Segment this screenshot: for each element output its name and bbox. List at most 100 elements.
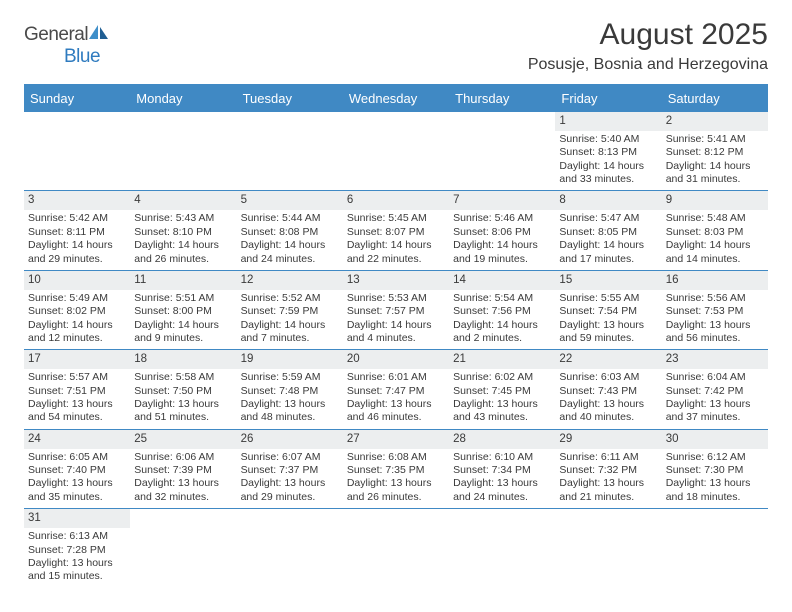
day-number: 8 xyxy=(555,191,661,210)
sunrise-text: Sunrise: 5:45 AM xyxy=(347,212,445,225)
sunrise-text: Sunrise: 5:43 AM xyxy=(134,212,232,225)
sunset-text: Sunset: 7:50 PM xyxy=(134,385,232,398)
day-info: Sunrise: 5:52 AMSunset: 7:59 PMDaylight:… xyxy=(237,290,343,350)
sunset-text: Sunset: 7:34 PM xyxy=(453,464,551,477)
weekday-sun: Sunday xyxy=(24,86,130,112)
day-info: Sunrise: 6:11 AMSunset: 7:32 PMDaylight:… xyxy=(555,449,661,509)
sunset-text: Sunset: 7:48 PM xyxy=(241,385,339,398)
day-number: 7 xyxy=(449,191,555,210)
empty-cell xyxy=(130,509,236,587)
sunrise-text: Sunrise: 6:06 AM xyxy=(134,451,232,464)
day-cell: 2Sunrise: 5:41 AMSunset: 8:12 PMDaylight… xyxy=(662,112,768,190)
day-number: 26 xyxy=(237,430,343,449)
day-info: Sunrise: 6:07 AMSunset: 7:37 PMDaylight:… xyxy=(237,449,343,509)
daylight-text: Daylight: 14 hours and 22 minutes. xyxy=(347,239,445,266)
sunset-text: Sunset: 7:39 PM xyxy=(134,464,232,477)
day-info: Sunrise: 5:47 AMSunset: 8:05 PMDaylight:… xyxy=(555,210,661,270)
daylight-text: Daylight: 14 hours and 4 minutes. xyxy=(347,319,445,346)
day-cell: 6Sunrise: 5:45 AMSunset: 8:07 PMDaylight… xyxy=(343,191,449,269)
day-cell: 24Sunrise: 6:05 AMSunset: 7:40 PMDayligh… xyxy=(24,430,130,508)
sunset-text: Sunset: 7:51 PM xyxy=(28,385,126,398)
sunrise-text: Sunrise: 6:13 AM xyxy=(28,530,126,543)
day-info: Sunrise: 6:05 AMSunset: 7:40 PMDaylight:… xyxy=(24,449,130,509)
empty-cell xyxy=(343,112,449,190)
day-cell: 18Sunrise: 5:58 AMSunset: 7:50 PMDayligh… xyxy=(130,350,236,428)
day-info: Sunrise: 6:04 AMSunset: 7:42 PMDaylight:… xyxy=(662,369,768,429)
week-row: 10Sunrise: 5:49 AMSunset: 8:02 PMDayligh… xyxy=(24,271,768,350)
day-info: Sunrise: 5:57 AMSunset: 7:51 PMDaylight:… xyxy=(24,369,130,429)
empty-cell xyxy=(449,112,555,190)
day-cell: 1Sunrise: 5:40 AMSunset: 8:13 PMDaylight… xyxy=(555,112,661,190)
daylight-text: Daylight: 13 hours and 48 minutes. xyxy=(241,398,339,425)
sunset-text: Sunset: 8:06 PM xyxy=(453,226,551,239)
day-info: Sunrise: 5:53 AMSunset: 7:57 PMDaylight:… xyxy=(343,290,449,350)
day-cell: 16Sunrise: 5:56 AMSunset: 7:53 PMDayligh… xyxy=(662,271,768,349)
daylight-text: Daylight: 13 hours and 18 minutes. xyxy=(666,477,764,504)
sunset-text: Sunset: 7:47 PM xyxy=(347,385,445,398)
day-cell: 19Sunrise: 5:59 AMSunset: 7:48 PMDayligh… xyxy=(237,350,343,428)
sunset-text: Sunset: 8:03 PM xyxy=(666,226,764,239)
calendar-page: GeneralBlue August 2025 Posusje, Bosnia … xyxy=(0,0,792,588)
day-number: 22 xyxy=(555,350,661,369)
day-cell: 12Sunrise: 5:52 AMSunset: 7:59 PMDayligh… xyxy=(237,271,343,349)
daylight-text: Daylight: 13 hours and 29 minutes. xyxy=(241,477,339,504)
day-number: 18 xyxy=(130,350,236,369)
day-number: 23 xyxy=(662,350,768,369)
day-number: 13 xyxy=(343,271,449,290)
sunset-text: Sunset: 8:00 PM xyxy=(134,305,232,318)
sunset-text: Sunset: 7:32 PM xyxy=(559,464,657,477)
day-number: 28 xyxy=(449,430,555,449)
sunrise-text: Sunrise: 5:42 AM xyxy=(28,212,126,225)
sunrise-text: Sunrise: 5:48 AM xyxy=(666,212,764,225)
weekday-header: Sunday Monday Tuesday Wednesday Thursday… xyxy=(24,86,768,112)
weekday-sat: Saturday xyxy=(662,86,768,112)
sunrise-text: Sunrise: 5:55 AM xyxy=(559,292,657,305)
day-number: 4 xyxy=(130,191,236,210)
daylight-text: Daylight: 13 hours and 24 minutes. xyxy=(453,477,551,504)
day-cell: 11Sunrise: 5:51 AMSunset: 8:00 PMDayligh… xyxy=(130,271,236,349)
daylight-text: Daylight: 14 hours and 19 minutes. xyxy=(453,239,551,266)
daylight-text: Daylight: 14 hours and 2 minutes. xyxy=(453,319,551,346)
day-cell: 27Sunrise: 6:08 AMSunset: 7:35 PMDayligh… xyxy=(343,430,449,508)
sunrise-text: Sunrise: 6:05 AM xyxy=(28,451,126,464)
day-info: Sunrise: 6:10 AMSunset: 7:34 PMDaylight:… xyxy=(449,449,555,509)
week-row: 17Sunrise: 5:57 AMSunset: 7:51 PMDayligh… xyxy=(24,350,768,429)
weekday-mon: Monday xyxy=(130,86,236,112)
sunset-text: Sunset: 8:02 PM xyxy=(28,305,126,318)
sunset-text: Sunset: 8:08 PM xyxy=(241,226,339,239)
empty-cell xyxy=(662,509,768,587)
day-info: Sunrise: 6:01 AMSunset: 7:47 PMDaylight:… xyxy=(343,369,449,429)
day-cell: 8Sunrise: 5:47 AMSunset: 8:05 PMDaylight… xyxy=(555,191,661,269)
day-cell: 9Sunrise: 5:48 AMSunset: 8:03 PMDaylight… xyxy=(662,191,768,269)
daylight-text: Daylight: 13 hours and 40 minutes. xyxy=(559,398,657,425)
sunset-text: Sunset: 8:11 PM xyxy=(28,226,126,239)
sunset-text: Sunset: 7:45 PM xyxy=(453,385,551,398)
calendar: Sunday Monday Tuesday Wednesday Thursday… xyxy=(24,84,768,588)
title-block: August 2025 Posusje, Bosnia and Herzegov… xyxy=(528,18,768,74)
day-number: 12 xyxy=(237,271,343,290)
day-info: Sunrise: 6:08 AMSunset: 7:35 PMDaylight:… xyxy=(343,449,449,509)
day-cell: 15Sunrise: 5:55 AMSunset: 7:54 PMDayligh… xyxy=(555,271,661,349)
sunset-text: Sunset: 8:07 PM xyxy=(347,226,445,239)
daylight-text: Daylight: 14 hours and 7 minutes. xyxy=(241,319,339,346)
day-number: 9 xyxy=(662,191,768,210)
sunrise-text: Sunrise: 6:08 AM xyxy=(347,451,445,464)
sunset-text: Sunset: 8:12 PM xyxy=(666,146,764,159)
day-info: Sunrise: 5:46 AMSunset: 8:06 PMDaylight:… xyxy=(449,210,555,270)
day-info: Sunrise: 5:58 AMSunset: 7:50 PMDaylight:… xyxy=(130,369,236,429)
daylight-text: Daylight: 13 hours and 51 minutes. xyxy=(134,398,232,425)
sunrise-text: Sunrise: 5:51 AM xyxy=(134,292,232,305)
daylight-text: Daylight: 13 hours and 26 minutes. xyxy=(347,477,445,504)
day-number: 5 xyxy=(237,191,343,210)
empty-cell xyxy=(555,509,661,587)
day-cell: 22Sunrise: 6:03 AMSunset: 7:43 PMDayligh… xyxy=(555,350,661,428)
daylight-text: Daylight: 13 hours and 59 minutes. xyxy=(559,319,657,346)
sunrise-text: Sunrise: 5:40 AM xyxy=(559,133,657,146)
empty-cell xyxy=(343,509,449,587)
day-info: Sunrise: 5:40 AMSunset: 8:13 PMDaylight:… xyxy=(555,131,661,191)
day-info: Sunrise: 6:03 AMSunset: 7:43 PMDaylight:… xyxy=(555,369,661,429)
day-info: Sunrise: 6:13 AMSunset: 7:28 PMDaylight:… xyxy=(24,528,130,588)
daylight-text: Daylight: 13 hours and 35 minutes. xyxy=(28,477,126,504)
empty-cell xyxy=(24,112,130,190)
day-cell: 3Sunrise: 5:42 AMSunset: 8:11 PMDaylight… xyxy=(24,191,130,269)
